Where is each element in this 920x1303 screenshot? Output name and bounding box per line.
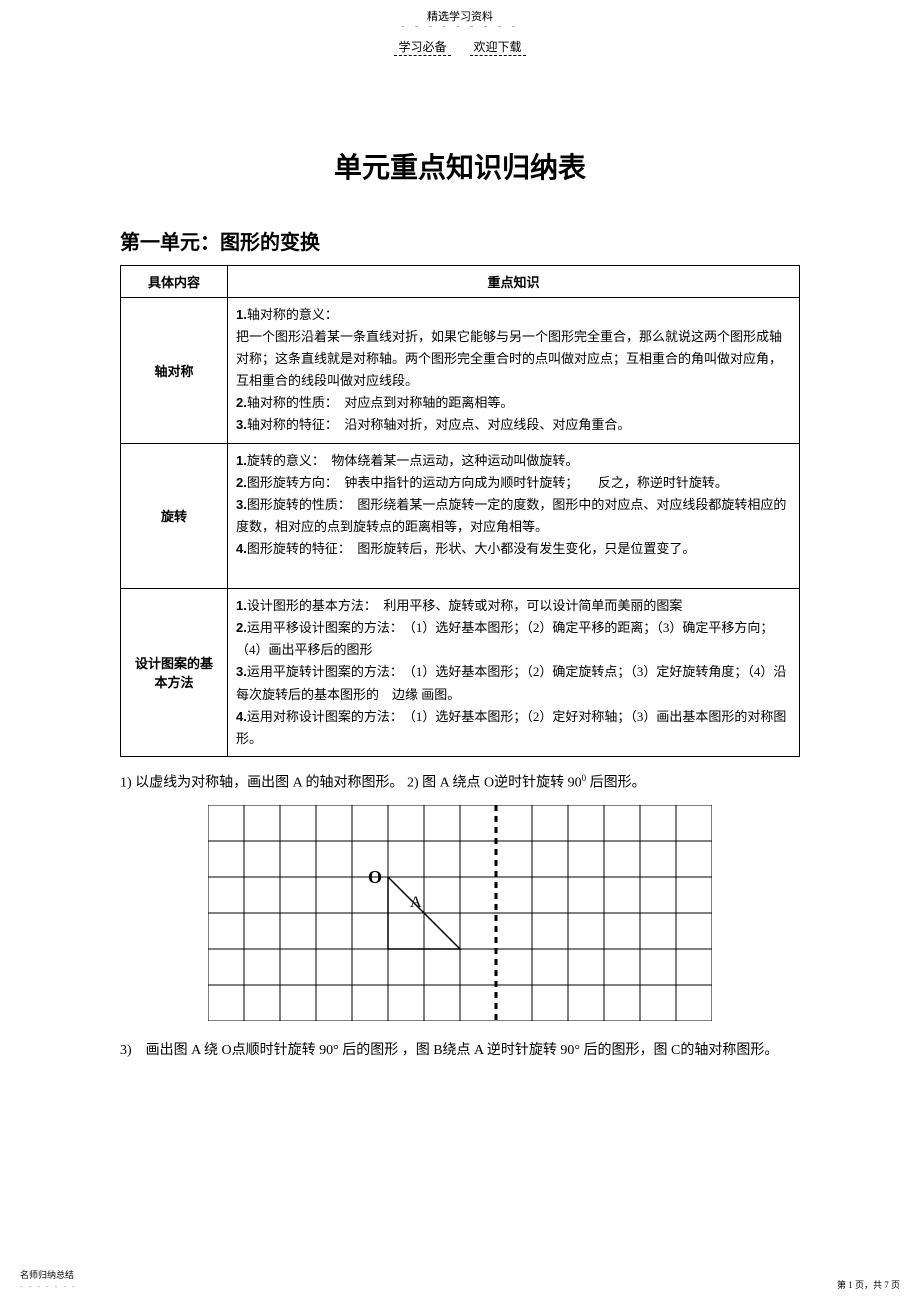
table-header-col1: 具体内容	[121, 266, 228, 298]
table-row: 轴对称 1.轴对称的意义：把一个图形沿着某一条直线对折，如果它能够与另一个图形完…	[121, 298, 800, 444]
row-content-2: 1.旋转的意义： 物体绕着某一点运动，这种运动叫做旋转。2.图形旋转方向： 钟表…	[228, 443, 800, 589]
question-3: 3) 画出图 A 绕 O点顺时针旋转 90° 后的图形 ，图 B绕点 A 逆时针…	[120, 1040, 800, 1062]
row-name-1: 轴对称	[121, 298, 228, 444]
grid-svg: OA	[208, 805, 712, 1021]
knowledge-table: 具体内容 重点知识 轴对称 1.轴对称的意义：把一个图形沿着某一条直线对折，如果…	[120, 265, 800, 757]
table-row: 设计图案的基本方法 1.设计图形的基本方法： 利用平移、旋转或对称，可以设计简单…	[121, 589, 800, 757]
sub-header: 学习必备 欢迎下载	[0, 38, 920, 56]
svg-text:A: A	[410, 894, 422, 911]
row-name-3: 设计图案的基本方法	[121, 589, 228, 757]
table-row: 旋转 1.旋转的意义： 物体绕着某一点运动，这种运动叫做旋转。2.图形旋转方向：…	[121, 443, 800, 589]
question-1-2: 1) 以虚线为对称轴，画出图 A 的轴对称图形。 2) 图 A 绕点 O逆时针旋…	[120, 771, 800, 795]
sub-header-left: 学习必备	[394, 38, 450, 56]
table-header-col2: 重点知识	[228, 266, 800, 298]
grid-figure: OA	[120, 805, 800, 1026]
row-content-1: 1.轴对称的意义：把一个图形沿着某一条直线对折，如果它能够与另一个图形完全重合，…	[228, 298, 800, 444]
footer-left: 名师归纳总结 - - - - - - -	[20, 1268, 77, 1291]
header-dots: - - - - - - - - -	[0, 24, 920, 30]
row-content-3: 1.设计图形的基本方法： 利用平移、旋转或对称，可以设计简单而美丽的图案2.运用…	[228, 589, 800, 757]
footer-right: 第 1 页，共 7 页	[837, 1278, 900, 1291]
svg-text:O: O	[368, 867, 382, 887]
table-header-row: 具体内容 重点知识	[121, 266, 800, 298]
row-name-2: 旋转	[121, 443, 228, 589]
unit-title: 第一单元：图形的变换	[120, 226, 800, 255]
sub-header-right: 欢迎下载	[470, 38, 526, 56]
main-title: 单元重点知识归纳表	[120, 146, 800, 186]
